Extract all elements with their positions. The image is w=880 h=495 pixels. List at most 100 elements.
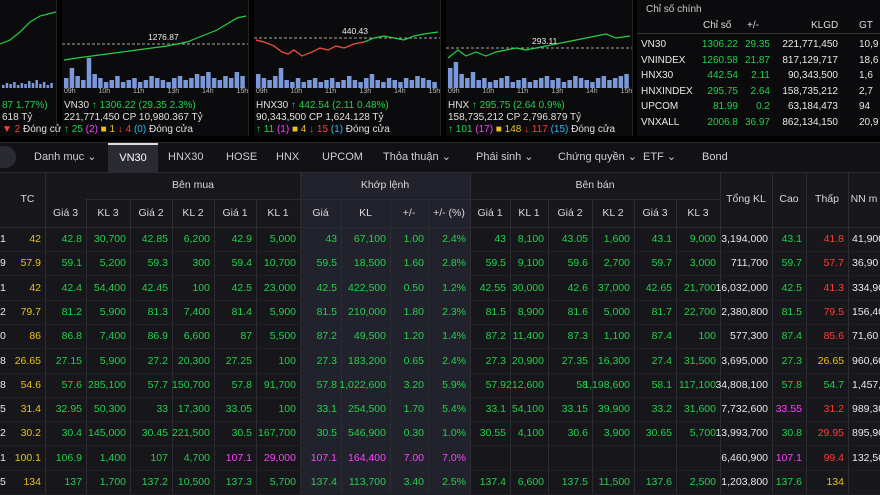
ref-price: 57.9 — [20, 257, 41, 270]
tab-th-a-thu-n-[interactable]: Thỏa thuận ⌄ — [383, 151, 451, 163]
index-info-text: 87 — [2, 100, 14, 111]
index-info-text: (1) — [328, 124, 344, 135]
volume-bar — [482, 78, 487, 88]
summary-row[interactable]: HNX30 442.54 2.11 90,343,500 1,6 — [637, 68, 880, 83]
tab-bond[interactable]: Bond — [702, 151, 728, 163]
bid-price-2: 81.3 — [147, 305, 168, 318]
index-chart-panel[interactable]: 87 1.77%) 618 Tỷ ▼ 2 Đóng cửa — [0, 0, 67, 136]
stock-code-fragment[interactable]: 0 — [0, 330, 6, 343]
ask-price-1: 57.9 — [485, 378, 506, 391]
stock-row[interactable]: 5 31.4 32.95 50,300 33 17,300 33.05 100 33.1 254,… — [0, 397, 880, 421]
tab-ch-ng-quy-n-[interactable]: Chứng quyền ⌄ — [558, 151, 637, 163]
stock-row[interactable]: 0 86 86.8 7,400 86.9 6,600 87 5,500 87.2 49,500 1.… — [0, 324, 880, 348]
bid-vol-2: 150,700 — [172, 378, 210, 391]
row-divider — [0, 469, 880, 471]
bid-vol-2: 7,400 — [183, 305, 210, 318]
volume-bar — [126, 80, 132, 88]
ask-price-1: 42.55 — [479, 281, 506, 294]
col-header: Giá — [312, 207, 329, 219]
time-tick: 10h — [482, 88, 495, 95]
change-pct: 5.4% — [442, 403, 466, 416]
grid-col-line-minor — [341, 199, 342, 495]
change-pct: 7.0% — [442, 451, 466, 464]
summary-row[interactable]: UPCOM 81.99 0.2 63,184,473 94 — [637, 99, 880, 114]
stock-row[interactable]: 2 30.2 30.4 145,000 30.45 221,500 30.5 167,700 3… — [0, 421, 880, 445]
match-vol: 18,500 — [353, 257, 386, 270]
total-vol: 13,993,700 — [715, 427, 768, 440]
high-price: 137.6 — [775, 476, 802, 488]
index-chart-panel-vn30[interactable]: 1276.87 09h 10h 11h 13h 14h 15h VN30 ↑ 1306.22 … — [62, 0, 249, 136]
summary-row[interactable]: HNXINDEX 295.75 2.64 158,735,212 2,7 — [637, 84, 880, 99]
high-price: 30.8 — [781, 427, 802, 440]
stock-code-fragment[interactable]: 8 — [0, 378, 6, 391]
volume-bar — [2, 85, 5, 88]
index-info-text: ↑ 11 — [256, 124, 275, 135]
ask-vol-2: 1,198,600 — [583, 378, 630, 391]
volume-bar — [42, 82, 46, 88]
collapse-handle[interactable] — [0, 146, 16, 168]
stock-row[interactable]: 8 26.65 27.15 5,900 27.2 20,300 27.25 100 27.3 18… — [0, 349, 880, 373]
index-info-line: ↑ 11 (1) ■ 4 ↓ 15 (1) Đóng cửa — [256, 124, 390, 135]
summary-title: Chỉ số chính — [646, 4, 702, 15]
ask-price-3: 137.6 — [645, 476, 672, 488]
group-header-line — [86, 199, 720, 200]
ref-price: 31.4 — [20, 403, 41, 416]
stock-code-fragment[interactable]: 9 — [0, 257, 6, 270]
low-price: 85.6 — [823, 330, 844, 343]
bid-price-1: 42.5 — [231, 281, 252, 294]
col-header: KL — [359, 207, 372, 219]
tab-danh-m-c-[interactable]: Danh mục ⌄ — [34, 151, 97, 163]
stock-code-fragment[interactable]: 2 — [0, 427, 6, 440]
index-chart-panel-hnx30[interactable]: 440.43 09h 10h 11h 13h 14h 15h HNX30 ↑ 442.54 (… — [254, 0, 441, 136]
stock-code-fragment[interactable]: 5 — [0, 403, 6, 416]
summary-cell: 18,6 — [859, 54, 879, 66]
ask-vol-1: 54,100 — [511, 403, 544, 416]
summary-cell: 295.75 — [707, 85, 738, 97]
stock-row[interactable]: 1 42 42.8 30,700 42.85 6,200 42.9 5,000 43 67,100… — [0, 227, 880, 251]
ask-price-2: 81.6 — [567, 305, 588, 318]
stock-code-fragment[interactable]: 2 — [0, 305, 6, 318]
foreign-buy: 895,90 — [852, 427, 880, 440]
summary-col-header: +/- — [747, 20, 759, 31]
summary-cell: 36.97 — [744, 116, 770, 128]
stock-row[interactable]: 9 57.9 59.1 5,200 59.3 300 59.4 10,700 59.5 18,50… — [0, 251, 880, 275]
group-header-sell: Bên bán — [575, 179, 615, 191]
stock-row[interactable]: 5 134 137 1,700 137.2 10,500 137.3 5,700 137.4 11… — [0, 470, 880, 494]
foreign-buy: 132,50 — [852, 451, 880, 464]
ask-vol-1: 212,600 — [506, 378, 544, 391]
stock-row[interactable]: 1 42 42.4 54,400 42.45 100 42.5 23,000 42.5 422,5… — [0, 276, 880, 300]
stock-code-fragment[interactable]: 8 — [0, 354, 6, 367]
volume-bar — [432, 82, 437, 88]
tab-hnx[interactable]: HNX — [276, 151, 300, 163]
ask-vol-2: 1,100 — [603, 330, 630, 343]
tab-ph-i-sinh-[interactable]: Phái sinh ⌄ — [476, 151, 534, 163]
stock-code-fragment[interactable]: 1 — [0, 451, 6, 464]
foreign-buy: 960,60 — [852, 354, 880, 367]
stock-row[interactable]: 8 54.6 57.6 285,100 57.7 150,700 57.8 91,700 57.… — [0, 373, 880, 397]
buy-side-shade — [0, 227, 300, 495]
stock-row[interactable]: 2 79.7 81.2 5,900 81.3 7,400 81.4 5,900 81.5 210,… — [0, 300, 880, 324]
market-tabs: Danh mục ⌄ VN30 HNX30 HOSE HNX UPCOM Thỏa thuậ… — [0, 142, 880, 174]
volume-bar — [307, 80, 312, 88]
summary-cell: 63,184,473 — [787, 101, 838, 112]
volume-bar — [35, 80, 38, 88]
tab-hose[interactable]: HOSE — [226, 151, 258, 163]
index-chart-panel-hnx[interactable]: 293.11 09h 10h 11h 13h 14h 15h HNX ↑ 295.75 (2.… — [446, 0, 633, 136]
tab-vn30[interactable]: VN30 — [108, 143, 158, 174]
stock-code-fragment[interactable]: 1 — [0, 281, 6, 294]
ask-price-1: 30.55 — [479, 427, 506, 440]
stock-code-fragment[interactable]: 5 — [0, 476, 6, 488]
ask-price-1: 27.3 — [485, 354, 506, 367]
tab-upcom[interactable]: UPCOM — [322, 151, 363, 163]
stock-row[interactable]: 1 100.1 106.9 1,400 107 4,700 107.1 29,000 107.1… — [0, 446, 880, 470]
summary-row[interactable]: VN30 1306.22 29.35 221,771,450 10,9 — [637, 37, 880, 52]
stock-code-fragment[interactable]: 1 — [0, 233, 6, 245]
tab-hnx30[interactable]: HNX30 — [168, 151, 204, 163]
bid-price-2: 42.45 — [141, 281, 168, 294]
summary-row[interactable]: VNXALL 2006.8 36.97 862,134,150 20,9 — [637, 115, 880, 130]
summary-row[interactable]: VNINDEX 1260.58 21.87 817,129,717 18,6 — [637, 53, 880, 68]
summary-cell: 29.35 — [744, 39, 770, 50]
ask-vol-3: 100 — [698, 330, 716, 343]
bid-vol-2: 300 — [192, 257, 210, 270]
tab-etf-[interactable]: ETF ⌄ — [643, 151, 677, 163]
